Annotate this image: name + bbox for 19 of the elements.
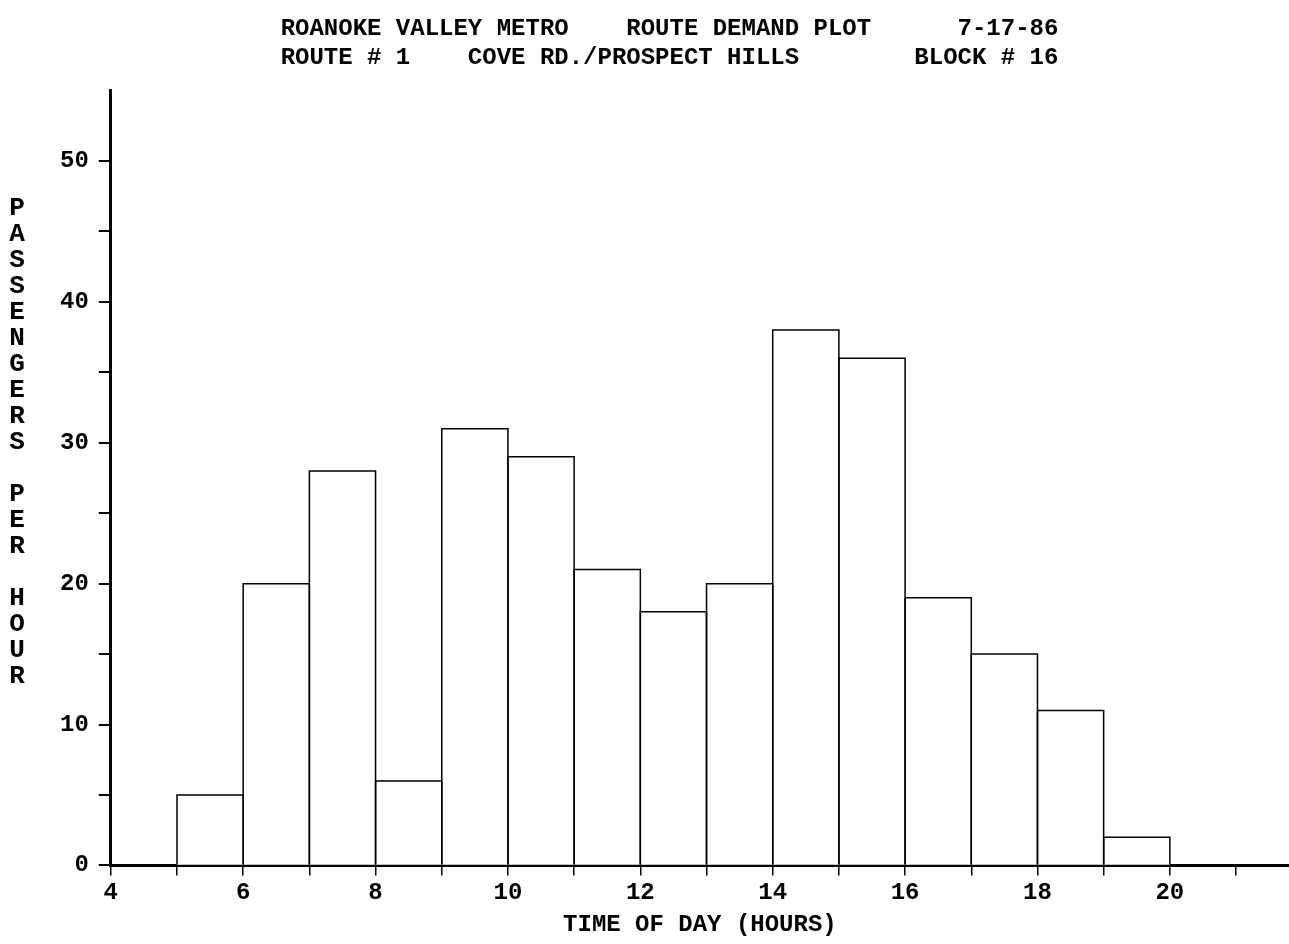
x-tick-label: 20 xyxy=(1155,878,1185,906)
y-tick-label: 50 xyxy=(59,147,89,175)
chart-subtitle: ROUTE # 1 COVE RD./PROSPECT HILLS BLOCK # 16 xyxy=(280,44,1059,72)
y-tick-label: 40 xyxy=(59,287,89,315)
x-tick-label: 10 xyxy=(493,878,523,906)
x-tick-label: 6 xyxy=(235,878,251,906)
x-tick-label: 4 xyxy=(103,878,119,906)
y-tick-label: 10 xyxy=(59,710,89,738)
x-tick-label: 8 xyxy=(368,878,383,906)
y-tick-label: 30 xyxy=(59,428,89,456)
y-axis-title: PASSENGERS PER HOUR xyxy=(2,192,32,689)
y-tick-label: 20 xyxy=(59,569,89,597)
x-tick-label: 14 xyxy=(758,878,788,906)
y-tick-label: 0 xyxy=(74,851,89,879)
x-tick-label: 18 xyxy=(1023,878,1052,906)
chart-title: ROANOKE VALLEY METRO ROUTE DEMAND PLOT 7-17-86 xyxy=(280,15,1059,43)
x-tick-label: 12 xyxy=(625,878,655,906)
x-axis-title: TIME OF DAY (HOURS) xyxy=(563,910,837,938)
x-tick-label: 16 xyxy=(890,878,920,906)
